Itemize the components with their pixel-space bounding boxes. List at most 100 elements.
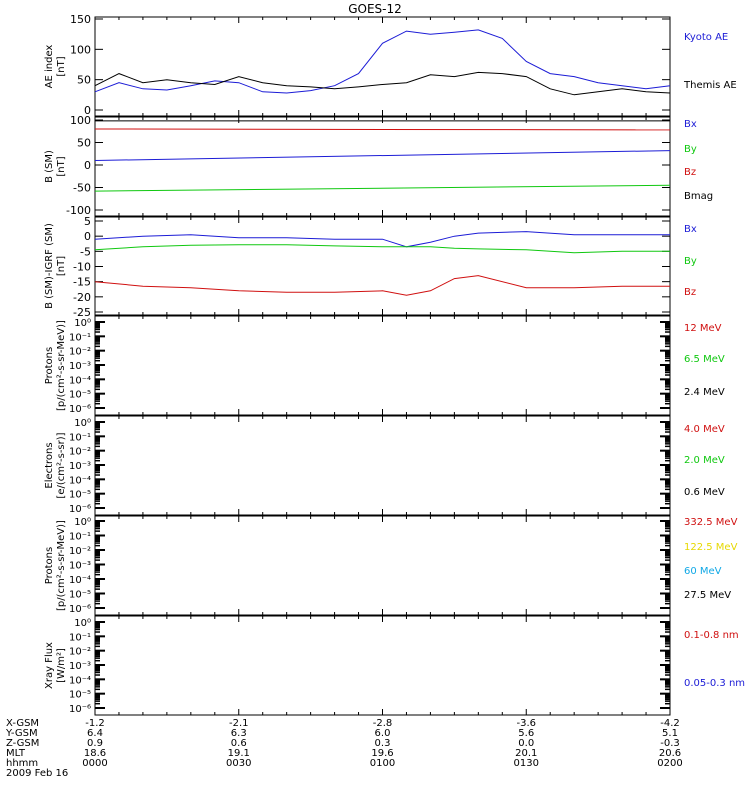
legend-label: Bx	[684, 224, 697, 235]
y-tick-label: 50	[77, 137, 91, 150]
series-line-by	[94, 184, 671, 192]
ephemeris-value: -3.6	[516, 718, 536, 729]
y-tick-label: 5	[84, 215, 91, 228]
panel-frame	[94, 216, 671, 316]
ephemeris-value: 0130	[514, 758, 539, 769]
ephemeris-value: 18.6	[84, 748, 106, 759]
y-axis-label: [nT]	[56, 256, 67, 276]
y-tick-label: 10⁻²	[69, 347, 91, 358]
y-tick-label: -25	[73, 306, 91, 319]
ephemeris-value: 0.6	[231, 738, 247, 749]
y-tick-label: 10⁻²	[69, 546, 91, 557]
y-tick-label: -15	[73, 276, 91, 289]
ephemeris-value: -4.2	[660, 718, 680, 729]
legend-label: Bz	[684, 287, 696, 298]
panel-5: 10⁰ 10⁻¹ 10⁻² 10⁻³ 10⁻⁴ 10⁻⁵ 10⁻⁶ Electrons [e/(…	[44, 415, 725, 516]
legend-label: 0.05-0.3 nm	[684, 678, 745, 689]
ephemeris-value: -2.1	[229, 718, 249, 729]
y-axis-label: [e/(cm²-s-sr)]	[56, 432, 67, 498]
legend-label: By	[684, 144, 697, 155]
panel-frame	[94, 615, 671, 716]
legend-label: 122.5 MeV	[684, 542, 738, 553]
legend-label: Themis AE	[683, 80, 737, 91]
ephemeris-row-label: X-GSM	[6, 718, 39, 729]
y-tick-label: -50	[73, 182, 91, 195]
ephemeris-table: X-GSM -1.2 -2.1 -2.8 -3.6 -4.2 Y-GSM 6.4 6.3 6.0 5…	[5, 718, 683, 779]
y-tick-label: 10⁻⁶	[69, 404, 91, 415]
y-tick-label: 10⁻⁴	[69, 575, 91, 586]
legend-label: 27.5 MeV	[684, 590, 731, 601]
series-line-bx	[94, 150, 671, 161]
y-axis-label: Protons	[44, 347, 55, 384]
legend-label: 332.5 MeV	[684, 517, 738, 528]
y-axis-label: [W/m²]	[56, 648, 67, 683]
legend-label: 60 MeV	[684, 566, 722, 577]
series-line-themis-ae	[94, 71, 671, 96]
ephemeris-value: -1.2	[85, 718, 105, 729]
y-tick-label: 10⁻³	[69, 461, 91, 472]
y-tick-label: 10⁻¹	[69, 332, 91, 343]
y-axis-label: [p/(cm²-s-sr-MeV)]	[56, 520, 67, 611]
y-axis-label: Protons	[44, 547, 55, 584]
panel-frame	[94, 116, 671, 217]
y-axis-label: Electrons	[44, 442, 55, 488]
y-tick-label: 10⁻³	[69, 561, 91, 572]
y-tick-label: 10⁰	[74, 517, 91, 528]
ephemeris-value: -2.8	[373, 718, 393, 729]
y-tick-label: 10⁻⁴	[69, 375, 91, 386]
y-tick-label: -10	[73, 261, 91, 274]
y-tick-label: 10⁻⁵	[69, 390, 91, 401]
y-axis-label: B (SM)	[44, 150, 55, 183]
ephemeris-value: -0.3	[660, 738, 680, 749]
legend-label: 6.5 MeV	[684, 354, 725, 365]
panel-frame	[94, 415, 671, 516]
ephemeris-value: 0100	[370, 758, 395, 769]
panel-frame	[94, 315, 671, 416]
y-axis-label: [p/(cm²-s-sr-MeV)]	[56, 320, 67, 411]
y-tick-label: 10⁻¹	[69, 532, 91, 543]
y-tick-label: 10⁻⁴	[69, 675, 91, 686]
ephemeris-value: 6.0	[375, 728, 391, 739]
y-tick-label: 10⁻¹	[69, 432, 91, 443]
legend-label: 4.0 MeV	[684, 424, 725, 435]
ephemeris-value: 0.3	[375, 738, 391, 749]
ephemeris-row-label: MLT	[6, 748, 26, 759]
y-tick-label: 10⁻⁶	[69, 704, 91, 715]
y-tick-label: 10⁻²	[69, 647, 91, 658]
ephemeris-value: 20.1	[515, 748, 537, 759]
panel-7: 10⁰ 10⁻¹ 10⁻² 10⁻³ 10⁻⁴ 10⁻⁵ 10⁻⁶ Xray Flux [W/m…	[44, 615, 745, 716]
legend-label: 0.6 MeV	[684, 487, 725, 498]
ephemeris-value: 5.1	[662, 728, 678, 739]
ephemeris-value: 19.1	[228, 748, 250, 759]
ephemeris-date: 2009 Feb 16	[6, 768, 68, 779]
ephemeris-value: 6.3	[231, 728, 247, 739]
panel-2: -100 -50 0 50 100 B (SM) [nT] Bx By Bz Bmag	[44, 114, 713, 217]
panel-frame	[94, 515, 671, 616]
ephemeris-value: 20.6	[659, 748, 681, 759]
series-line-bz	[94, 275, 670, 296]
legend-label: 0.1-0.8 nm	[684, 630, 739, 641]
panel-4: 10⁰ 10⁻¹ 10⁻² 10⁻³ 10⁻⁴ 10⁻⁵ 10⁻⁶ Protons [p/(cm…	[44, 315, 725, 416]
y-tick-label: 10⁻³	[69, 361, 91, 372]
y-axis-label: [nT]	[56, 56, 67, 76]
y-tick-label: 10⁻⁶	[69, 604, 91, 615]
y-tick-label: 10⁰	[74, 318, 91, 329]
legend-label: By	[684, 256, 697, 267]
y-tick-label: 10⁻¹	[69, 632, 91, 643]
y-axis-label: AE index	[44, 45, 55, 89]
ephemeris-value: 0000	[82, 758, 107, 769]
ephemeris-value: 0030	[226, 758, 251, 769]
ephemeris-row-label: hhmm	[6, 758, 38, 769]
y-axis-label: [nT]	[56, 156, 67, 176]
y-tick-label: 10⁻⁵	[69, 590, 91, 601]
legend-label: Bmag	[684, 191, 713, 202]
legend-label: 12 MeV	[684, 323, 722, 334]
legend-label: 2.0 MeV	[684, 455, 725, 466]
panel-1: 0 50 100 150 AE index [nT] Kyoto AE Themis AE	[44, 13, 737, 117]
y-tick-label: 100	[70, 43, 91, 56]
legend-label: Bx	[684, 119, 697, 130]
series-line-bx	[94, 231, 670, 248]
ephemeris-value: 0.0	[518, 738, 534, 749]
legend-label: Bz	[684, 167, 696, 178]
panel-6: 10⁰ 10⁻¹ 10⁻² 10⁻³ 10⁻⁴ 10⁻⁵ 10⁻⁶ Protons [p/(cm…	[44, 515, 738, 616]
